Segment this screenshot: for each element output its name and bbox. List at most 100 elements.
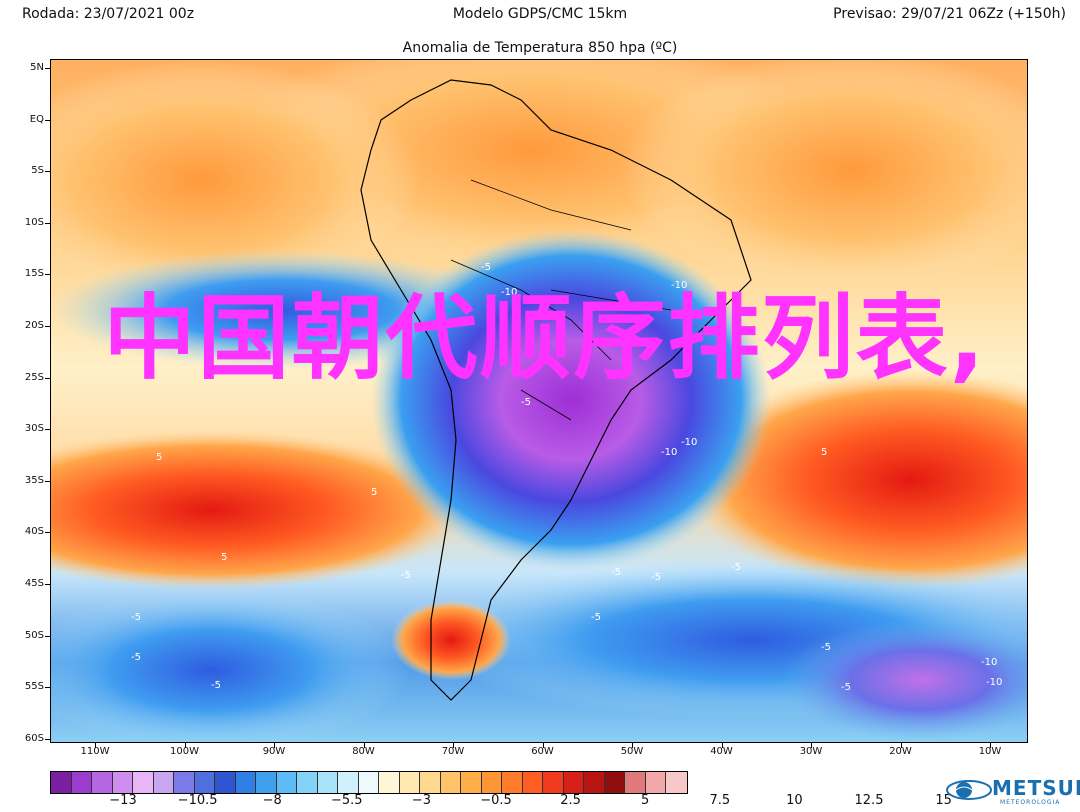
contour-label: -5: [401, 570, 411, 581]
lat-label: 25S: [24, 371, 44, 383]
lat-label: 45S: [24, 578, 44, 589]
lon-tick: [721, 743, 723, 748]
lon-label: 90W: [262, 746, 286, 757]
overlay-caption: 中国朝代顺序排列表,: [103, 285, 987, 392]
lat-tick: [45, 584, 50, 585]
lat-tick: [45, 171, 50, 173]
lat-tick: [45, 480, 50, 482]
colorbar-swatch: [215, 772, 236, 793]
colorbar-swatch: [174, 772, 195, 793]
colorbar-swatch: [625, 772, 646, 793]
lat-tick: [45, 429, 50, 431]
colorbar-swatch: [92, 772, 113, 793]
contour-label: -10: [681, 437, 697, 448]
lon-label: 100W: [170, 746, 199, 757]
colorbar-swatch: [358, 772, 379, 793]
contour-label: -10: [501, 287, 517, 298]
colorbar-swatch: [666, 772, 687, 793]
colorbar-swatch: [584, 772, 605, 793]
lat-tick: [45, 222, 50, 224]
lat-tick: [45, 274, 50, 276]
colorbar-tick-label: −8: [262, 793, 282, 808]
colorbar-swatch: [153, 772, 174, 793]
lat-tick: [45, 635, 50, 637]
temperature-anomaly-map: -5 -10 -5 -10 -10 -10 -5 -5 -5 -5 5 5 5 -5 -5 -5 -5 -5 -10…: [50, 59, 1028, 743]
contour-label: 5: [156, 452, 162, 463]
lon-tick: [632, 743, 633, 748]
contour-label: -5: [841, 682, 851, 693]
colorbar-swatch: [399, 772, 420, 793]
lon-tick: [900, 743, 902, 748]
map-title: Anomalia de Temperatura 850 hpa (ºC): [402, 40, 678, 56]
lon-tick: [542, 743, 544, 748]
colorbar-swatch: [235, 772, 256, 793]
colorbar-swatch: [420, 772, 441, 793]
lon-tick: [453, 743, 454, 748]
lon-tick: [184, 743, 186, 748]
colorbar-tick-label: −3: [411, 793, 431, 808]
lat-label: 5S: [31, 165, 44, 177]
lat-label: 40S: [24, 526, 44, 538]
colorbar-swatch: [112, 772, 133, 793]
forecast-time-label: Previsao: 29/07/21 06Zz (+150h): [833, 6, 1066, 22]
contour-label: -10: [981, 657, 997, 668]
colorbar-swatch: [194, 772, 215, 793]
contour-label: -5: [731, 562, 741, 573]
contour-label: -5: [591, 612, 601, 623]
contour-label: -10: [986, 677, 1002, 688]
metsul-logo: METSUL METEOROLOGIA: [944, 772, 1080, 808]
colorbar-swatch: [440, 772, 461, 793]
south-america-coastline: [360, 79, 752, 701]
lat-label: 5N: [30, 62, 44, 73]
logo-tagline: METEOROLOGIA: [1000, 799, 1061, 806]
lon-label: 70W: [441, 746, 465, 757]
colorbar-swatch: [645, 772, 666, 793]
contour-label: -10: [671, 280, 687, 291]
contour-label: -10: [661, 447, 677, 458]
colorbar-swatch: [133, 772, 154, 793]
colorbar-tick-label: 10: [786, 793, 803, 808]
lat-label: 50S: [24, 629, 44, 641]
colorbar-swatch: [604, 772, 625, 793]
contour-label: 5: [371, 487, 377, 498]
lat-tick: [45, 68, 50, 69]
colorbar-swatch: [379, 772, 400, 793]
colorbar-swatch: [461, 772, 482, 793]
colorbar-swatch: [276, 772, 297, 793]
colorbar-swatch: [297, 772, 318, 793]
lon-label: 80W: [352, 746, 375, 757]
colorbar-tick-label: 12.5: [854, 793, 884, 808]
colorbar-swatch: [71, 772, 92, 793]
lat-tick: [45, 377, 50, 379]
lon-tick: [363, 743, 365, 748]
contour-label: -5: [481, 262, 491, 273]
colorbar-swatch: [317, 772, 338, 793]
cold-anomaly-core: [371, 230, 771, 570]
colorbar-tick-label: −0.5: [480, 793, 512, 808]
lat-tick: [45, 687, 50, 689]
contour-label: -5: [131, 612, 141, 623]
contour-label: -5: [651, 572, 661, 583]
warm-anomaly-west: [51, 430, 471, 590]
contour-label: -5: [821, 642, 831, 653]
map-canvas: -5 -10 -5 -10 -10 -10 -5 -5 -5 -5 5 5 5 -5 -5 -5 -5 -5 -10…: [51, 60, 1027, 742]
colorbar-swatch: [522, 772, 543, 793]
lon-label: 30W: [799, 746, 823, 757]
lat-label: 15S: [24, 268, 44, 280]
lat-tick: [45, 119, 50, 121]
model-name-label: Modelo GDPS/CMC 15km: [452, 6, 628, 22]
lon-tick: [274, 743, 275, 748]
colorbar-tick-label: 7.5: [709, 793, 731, 808]
contour-label: -5: [611, 567, 621, 578]
colorbar-swatch: [481, 772, 502, 793]
lat-label: 20S: [24, 320, 44, 331]
colorbar-swatch: [502, 772, 523, 793]
colorbar: [50, 771, 688, 794]
lat-label: EQ: [29, 113, 44, 125]
globe-icon: [946, 780, 992, 800]
logo-name: METSUL: [992, 776, 1080, 800]
lon-label: 60W: [531, 746, 554, 757]
contour-label: -5: [131, 652, 141, 663]
lat-label: 60S: [24, 732, 44, 744]
colorbar-swatch: [543, 772, 564, 793]
